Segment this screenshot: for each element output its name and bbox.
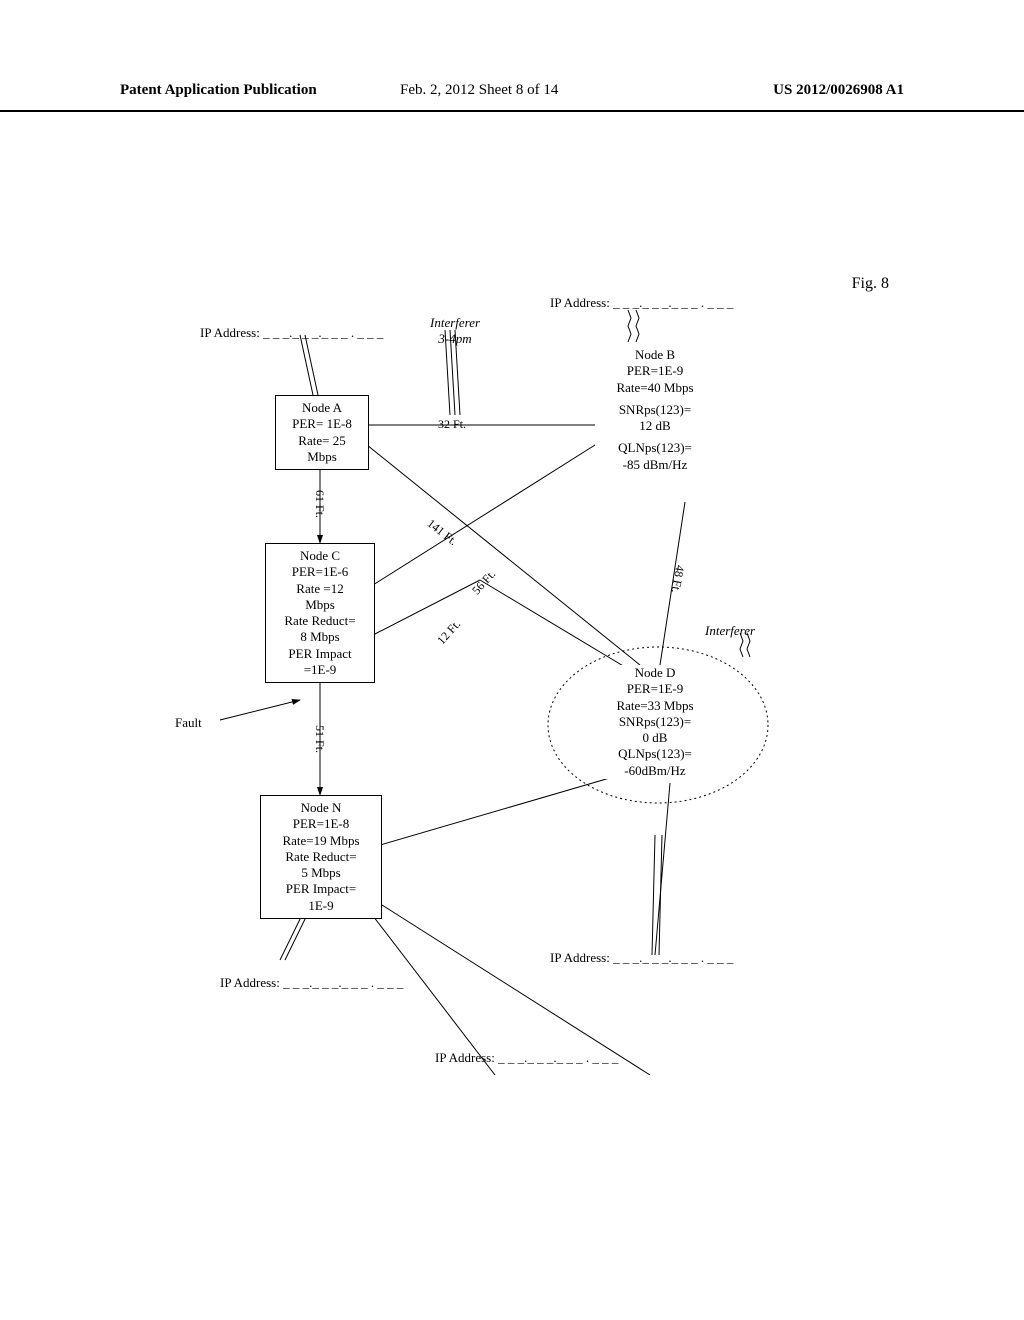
node-d-l2: Rate=33 Mbps bbox=[595, 698, 715, 714]
node-n-l2: Rate=19 Mbps bbox=[269, 833, 373, 849]
node-a-box: Node A PER= 1E-8 Rate= 25 Mbps bbox=[275, 395, 369, 470]
node-c-l5: 8 Mbps bbox=[274, 629, 366, 645]
node-d-l4: 0 dB bbox=[595, 730, 715, 746]
node-n-l4: 5 Mbps bbox=[269, 865, 373, 881]
node-c-l1: PER=1E-6 bbox=[274, 564, 366, 580]
node-a-l3: Mbps bbox=[284, 449, 360, 465]
node-c-l7: =1E-9 bbox=[274, 662, 366, 678]
node-c-l6: PER Impact bbox=[274, 646, 366, 662]
ip-address-b: IP Address: _ _ _._ _ _._ _ _ . _ _ _ bbox=[550, 295, 733, 311]
node-c-l2: Rate =12 bbox=[274, 581, 366, 597]
node-n-l6: 1E-9 bbox=[269, 898, 373, 914]
interferer-top-label: Interferer 3-4pm bbox=[430, 315, 480, 348]
node-b-box: Node B PER=1E-9 Rate=40 Mbps SNRps(123)=… bbox=[595, 347, 715, 473]
node-b-l0: Node B bbox=[595, 347, 715, 363]
ip-address-bottom: IP Address: _ _ _._ _ _._ _ _ . _ _ _ bbox=[435, 1050, 618, 1066]
ip-address-a: IP Address: _ _ _._ _ _._ _ _ . _ _ _ bbox=[200, 325, 383, 341]
header-patent-number: US 2012/0026908 A1 bbox=[773, 82, 904, 99]
node-c-box: Node C PER=1E-6 Rate =12 Mbps Rate Reduc… bbox=[265, 543, 375, 683]
node-d-l6: -60dBm/Hz bbox=[595, 763, 715, 779]
dist-c-n: 51 Ft. bbox=[312, 725, 327, 753]
node-b-l1: PER=1E-9 bbox=[595, 363, 715, 379]
node-b-l8: -85 dBm/Hz bbox=[595, 457, 715, 473]
node-n-l3: Rate Reduct= bbox=[269, 849, 373, 865]
dist-a-b: 32 Ft. bbox=[438, 417, 466, 432]
ip-address-n: IP Address: _ _ _._ _ _._ _ _ . _ _ _ bbox=[220, 975, 403, 991]
network-diagram: IP Address: _ _ _._ _ _._ _ _ . _ _ _ IP… bbox=[180, 295, 860, 1075]
node-n-l5: PER Impact= bbox=[269, 881, 373, 897]
page-header: Patent Application Publication Feb. 2, 2… bbox=[0, 82, 1024, 112]
node-d-l3: SNRps(123)= bbox=[595, 714, 715, 730]
node-a-l2: Rate= 25 bbox=[284, 433, 360, 449]
node-b-l7: QLNps(123)= bbox=[595, 440, 715, 456]
node-n-box: Node N PER=1E-8 Rate=19 Mbps Rate Reduct… bbox=[260, 795, 382, 919]
node-d-l1: PER=1E-9 bbox=[595, 681, 715, 697]
interferer-top-text: Interferer 3-4pm bbox=[430, 315, 480, 348]
header-publication: Patent Application Publication bbox=[120, 82, 317, 99]
node-c-l3: Mbps bbox=[274, 597, 366, 613]
node-a-l1: PER= 1E-8 bbox=[284, 416, 360, 432]
interferer-right-label: Interferer bbox=[705, 623, 755, 639]
ip-address-d: IP Address: _ _ _._ _ _._ _ _ . _ _ _ bbox=[550, 950, 733, 966]
fault-label: Fault bbox=[175, 715, 202, 731]
node-d-l5: QLNps(123)= bbox=[595, 746, 715, 762]
node-b-l4: SNRps(123)= bbox=[595, 402, 715, 418]
figure-label: Fig. 8 bbox=[852, 275, 889, 293]
page-root: Patent Application Publication Feb. 2, 2… bbox=[0, 0, 1024, 1320]
node-d-l0: Node D bbox=[595, 665, 715, 681]
node-c-l0: Node C bbox=[274, 548, 366, 564]
header-sheet: Feb. 2, 2012 Sheet 8 of 14 bbox=[400, 82, 558, 99]
node-d-box: Node D PER=1E-9 Rate=33 Mbps SNRps(123)=… bbox=[595, 665, 715, 779]
dist-a-c: 61 Ft. bbox=[312, 490, 327, 518]
node-b-l2: Rate=40 Mbps bbox=[595, 380, 715, 396]
node-n-l1: PER=1E-8 bbox=[269, 816, 373, 832]
node-n-l0: Node N bbox=[269, 800, 373, 816]
node-c-l4: Rate Reduct= bbox=[274, 613, 366, 629]
node-a-l0: Node A bbox=[284, 400, 360, 416]
node-b-l5: 12 dB bbox=[595, 418, 715, 434]
